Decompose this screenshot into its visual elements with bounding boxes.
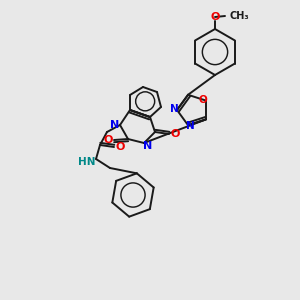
Text: O: O: [103, 135, 113, 145]
Text: O: O: [199, 94, 207, 105]
Text: N: N: [110, 120, 120, 130]
Text: N: N: [186, 121, 194, 131]
Text: N: N: [143, 141, 153, 151]
Text: HN: HN: [78, 157, 96, 167]
Text: O: O: [115, 142, 125, 152]
Text: O: O: [170, 129, 180, 139]
Text: CH₃: CH₃: [229, 11, 249, 21]
Text: N: N: [169, 104, 178, 114]
Text: O: O: [210, 12, 220, 22]
